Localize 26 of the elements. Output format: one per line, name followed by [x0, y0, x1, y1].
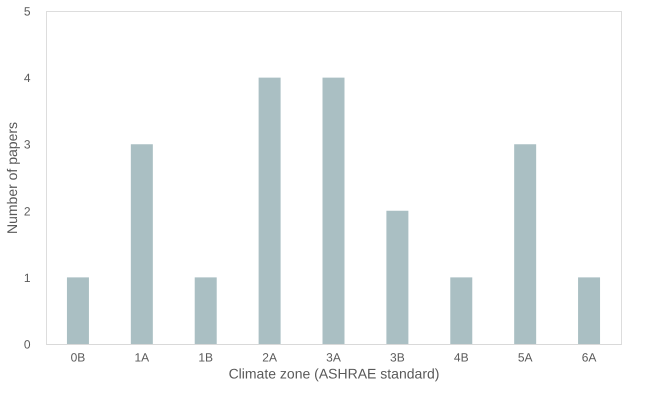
y-tick-label: 3 [24, 138, 31, 152]
y-tick-label: 4 [24, 71, 31, 86]
y-tick-label: 1 [24, 270, 31, 285]
y-tick-label: 2 [24, 204, 31, 218]
bar [130, 144, 153, 344]
x-axis-title: Climate zone (ASHRAE standard) [228, 366, 440, 382]
y-tick-label: 5 [24, 4, 31, 18]
x-tick-label: 5A [518, 350, 533, 364]
x-tick-label: 3A [326, 350, 341, 364]
x-tick-label: 6A [582, 350, 596, 364]
bar [194, 277, 217, 344]
x-tick-label: 3B [390, 350, 405, 364]
x-tick-label: 0B [70, 350, 86, 364]
y-tick-label: 0 [24, 338, 31, 352]
bar [386, 210, 408, 344]
bar [66, 277, 89, 344]
bar [514, 144, 536, 344]
x-tick-label: 1B [198, 350, 214, 364]
bar [258, 78, 281, 344]
bar [322, 78, 344, 344]
x-tick-label: 4B [454, 350, 469, 364]
bar [578, 277, 600, 344]
bar [450, 277, 472, 344]
x-tick-label: 2A [262, 350, 277, 364]
y-axis-title: Number of papers [4, 122, 20, 234]
x-tick-label: 1A [134, 350, 150, 364]
